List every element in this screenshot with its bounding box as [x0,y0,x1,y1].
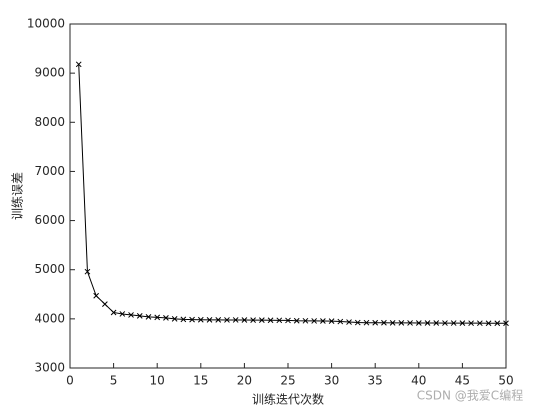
x-tick-label: 10 [150,374,165,388]
y-axis-label: 训练误差 [10,172,25,220]
point-marker [363,319,370,326]
x-tick-label: 45 [455,374,470,388]
point-marker [276,317,283,324]
x-tick-label: 15 [193,374,208,388]
point-marker [180,316,187,323]
point-marker [267,317,274,324]
point-marker [433,320,440,326]
x-tick-label: 25 [280,374,295,388]
x-tick-label: 50 [498,374,513,388]
x-tick-label: 30 [324,374,339,388]
point-marker [285,317,291,324]
plot-frame [69,23,507,369]
point-marker [381,319,387,326]
point-marker [494,320,501,327]
point-marker [197,316,204,323]
point-marker [372,319,379,326]
point-marker [189,316,195,323]
point-marker [224,317,230,323]
point-marker [119,311,126,317]
y-tick-label: 7000 [34,164,65,178]
x-tick-label: 35 [368,374,383,388]
point-marker [389,320,396,326]
point-marker [206,316,213,323]
point-marker [503,320,509,327]
point-marker [232,317,239,323]
x-tick-label: 5 [110,374,118,388]
point-marker [145,314,152,320]
x-axis-label: 训练迭代次数 [252,392,324,407]
point-marker [154,314,161,321]
point-marker [128,312,134,318]
point-marker [258,317,265,323]
point-marker [468,320,474,327]
point-marker [320,318,326,324]
point-marker [328,318,335,324]
point-marker [250,317,256,323]
point-marker [302,317,309,324]
point-marker [337,318,344,325]
point-marker [163,315,169,321]
y-tick-label: 5000 [34,262,65,276]
point-marker [75,61,82,68]
point-marker [450,320,457,326]
series-line [78,64,506,324]
y-tick-label: 6000 [34,213,65,227]
x-tick-label: 0 [66,374,74,388]
y-tick-label: 10000 [27,17,65,31]
x-tick-label: 40 [411,374,426,388]
y-tick-label: 4000 [34,311,65,325]
point-marker [311,318,318,324]
point-marker [293,317,300,324]
point-marker [110,309,117,316]
y-tick-label: 3000 [34,361,65,375]
point-marker [93,292,100,299]
point-marker [102,301,108,307]
point-marker [354,319,361,326]
watermark: CSDN @我爱C编程 [417,388,523,403]
point-marker [398,320,405,326]
point-marker [459,320,466,326]
point-marker [136,313,143,319]
point-marker [415,320,422,326]
point-marker [424,320,431,326]
point-marker [84,268,91,275]
point-marker [241,317,248,323]
point-marker [442,320,448,326]
point-marker [476,320,483,327]
point-marker [346,319,352,325]
point-marker [215,316,222,323]
y-tick-label: 8000 [34,115,65,129]
point-marker [171,316,178,322]
x-tick-label: 20 [237,374,252,388]
y-tick-label: 9000 [34,66,65,80]
point-marker [407,320,413,326]
point-marker [485,320,492,327]
